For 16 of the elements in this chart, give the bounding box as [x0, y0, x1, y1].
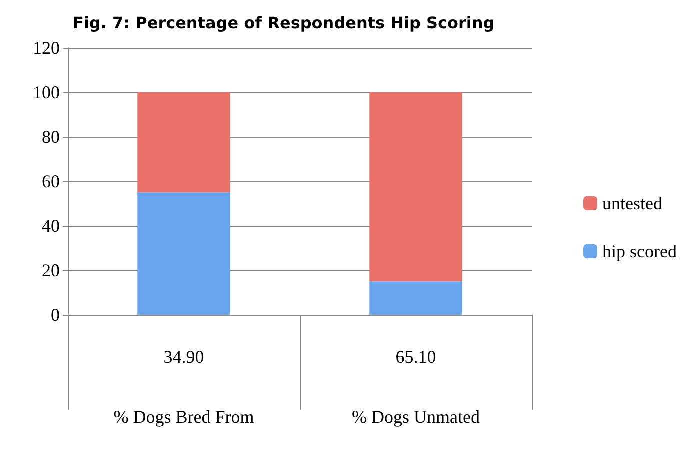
y-tick-label: 80	[42, 127, 60, 147]
y-tick-label: 0	[51, 305, 60, 325]
chart-title: Fig. 7: Percentage of Respondents Hip Scoring	[73, 14, 495, 32]
legend-label: untested	[602, 194, 663, 214]
y-tick-label: 20	[42, 260, 60, 280]
category-label: 34.90 % Dogs Bred From	[114, 347, 254, 427]
legend-label: hip scored	[602, 242, 678, 262]
y-tick-label: 120	[33, 38, 60, 58]
bar	[138, 92, 230, 193]
y-tick-label: 40	[42, 216, 60, 236]
bar	[370, 282, 462, 315]
bar	[138, 192, 230, 315]
y-tick-label: 100	[33, 82, 60, 102]
category-label: 65.10 % Dogs Unmated	[352, 347, 480, 427]
y-tick-label: 60	[42, 172, 60, 192]
bar	[370, 92, 462, 282]
